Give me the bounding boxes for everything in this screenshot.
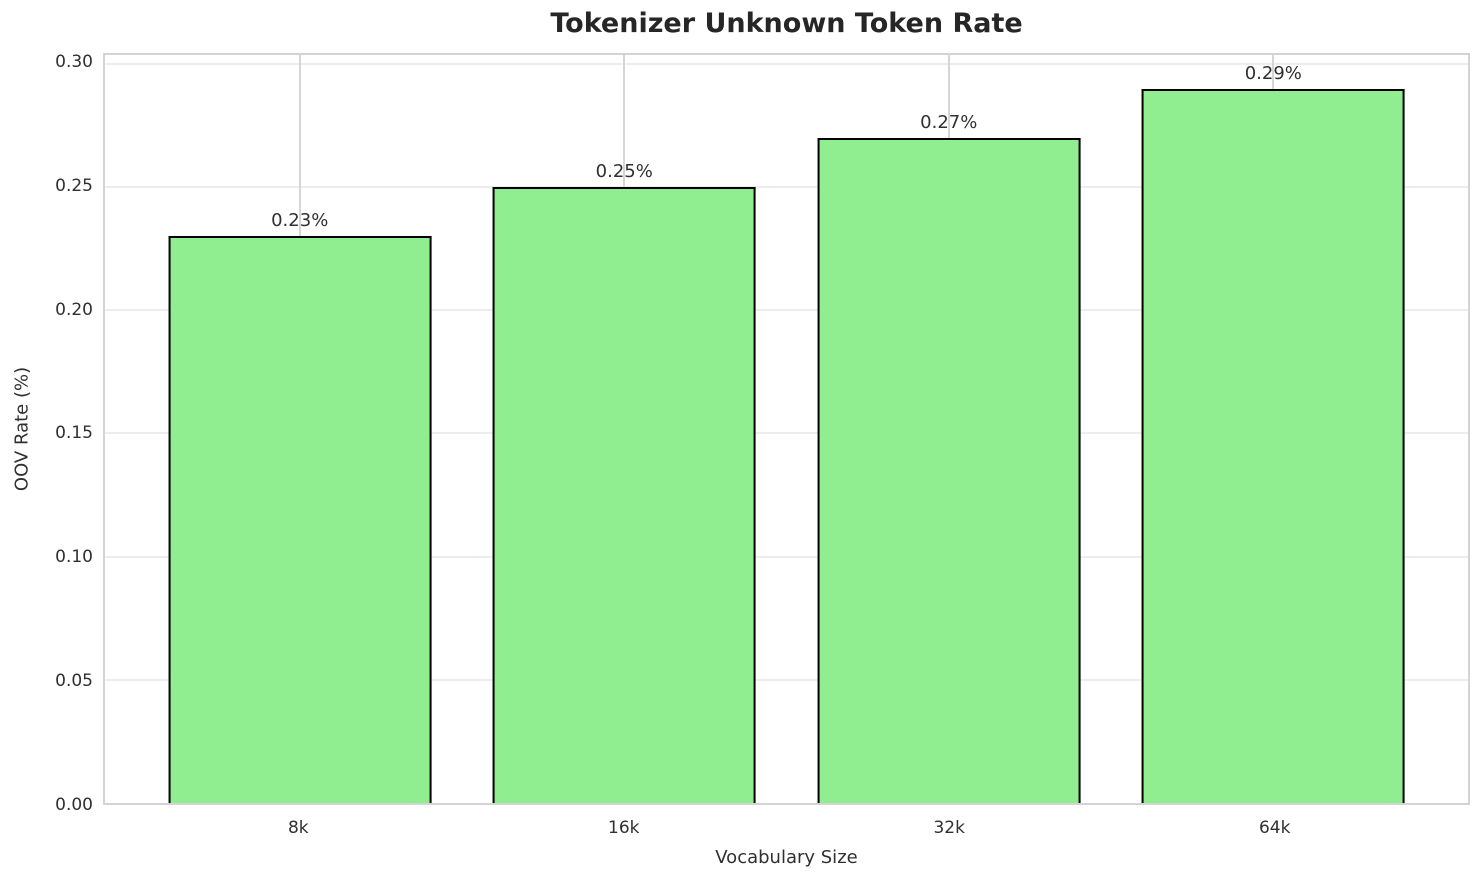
bar-64k bbox=[1141, 88, 1405, 803]
y-tick-label: 0.20 bbox=[55, 299, 93, 320]
gridline-horizontal bbox=[105, 186, 1468, 189]
x-axis-label: Vocabulary Size bbox=[715, 847, 858, 868]
y-tick-label: 0.15 bbox=[55, 423, 93, 444]
y-axis-tick-labels: 0.00 0.05 0.10 0.15 0.20 0.25 0.30 bbox=[0, 51, 93, 815]
gridline-horizontal bbox=[105, 678, 1468, 681]
bar-value-label: 0.23% bbox=[271, 210, 329, 232]
gridline-horizontal bbox=[105, 555, 1468, 558]
gridline-horizontal bbox=[105, 432, 1468, 435]
x-axis-tick-labels: 8k 16k 32k 64k bbox=[103, 818, 1470, 842]
y-tick-label: 0.05 bbox=[55, 671, 93, 692]
plot-area: 0.23% 0.25% 0.27% 0.29% bbox=[103, 53, 1470, 805]
y-tick-label: 0.00 bbox=[55, 795, 93, 815]
bar-value-label: 0.29% bbox=[1244, 62, 1302, 84]
bar-32k bbox=[817, 137, 1081, 803]
bar-value-label: 0.25% bbox=[595, 161, 653, 183]
y-tick-label: 0.25 bbox=[55, 175, 93, 196]
chart-title: Tokenizer Unknown Token Rate bbox=[550, 8, 1023, 39]
bar-value-label: 0.27% bbox=[920, 111, 978, 133]
gridline-horizontal bbox=[105, 309, 1468, 312]
bar-8k bbox=[168, 236, 432, 803]
x-tick-label: 8k bbox=[287, 818, 309, 838]
y-tick-label: 0.30 bbox=[55, 51, 93, 72]
gridline-horizontal bbox=[105, 62, 1468, 65]
bar-16k bbox=[492, 187, 756, 803]
x-tick-label: 32k bbox=[933, 818, 965, 838]
y-tick-label: 0.10 bbox=[55, 547, 93, 568]
x-tick-label: 16k bbox=[608, 818, 640, 838]
x-tick-label: 64k bbox=[1258, 818, 1291, 838]
